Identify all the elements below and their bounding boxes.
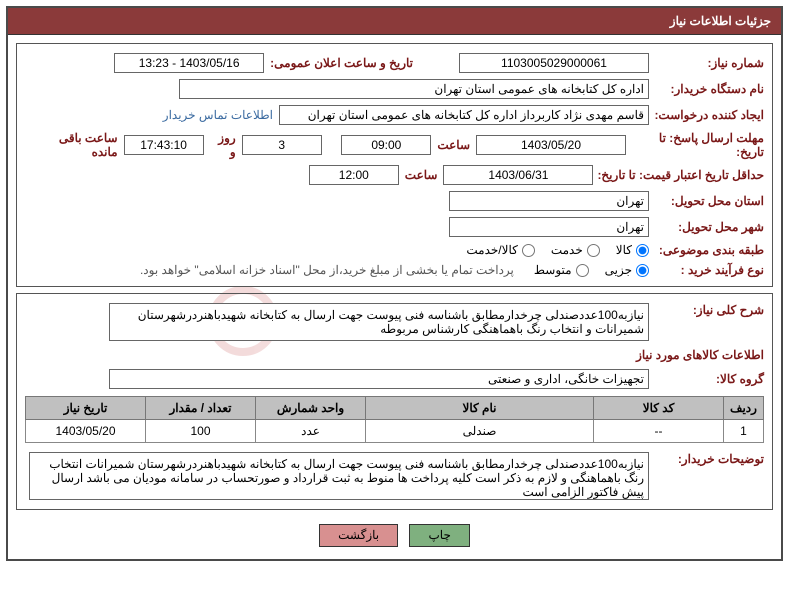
items-info-title: اطلاعات کالاهای مورد نیاز (25, 344, 764, 366)
process-radio-label: متوسط (534, 263, 572, 277)
overall-desc-label: شرح کلی نیاز: (649, 303, 764, 317)
requester-label: ایجاد کننده درخواست: (649, 108, 764, 122)
goods-group-label: گروه کالا: (649, 372, 764, 386)
grid-header: ردیف (724, 397, 764, 420)
min-valid-label: حداقل تاریخ اعتبار قیمت: تا تاریخ: (593, 168, 764, 182)
need-no-input[interactable] (459, 53, 649, 73)
grid-cell: 1 (724, 420, 764, 443)
subject-class-label: طبقه بندی موضوعی: (649, 243, 764, 257)
subject-radio[interactable] (636, 244, 649, 257)
buyer-notes-textarea[interactable] (29, 452, 649, 500)
grid-cell: صندلی (366, 420, 594, 443)
table-row: 1--صندلیعدد1001403/05/20 (26, 420, 764, 443)
deadline-date-input[interactable] (476, 135, 626, 155)
grid-header: تعداد / مقدار (146, 397, 256, 420)
subject-radio[interactable] (522, 244, 535, 257)
process-type-label: نوع فرآیند خرید : (649, 263, 764, 277)
deliver-city-input[interactable] (449, 217, 649, 237)
announce-date-input[interactable] (114, 53, 264, 73)
subject-radio-label: خدمت (551, 243, 583, 257)
print-button[interactable]: چاپ (409, 524, 469, 547)
subject-option[interactable]: کالا/خدمت (454, 243, 534, 257)
process-radio[interactable] (636, 264, 649, 277)
back-button[interactable]: بازگشت (319, 524, 398, 547)
remain-label: ساعت باقی مانده (25, 131, 124, 159)
subject-radio-label: کالا/خدمت (466, 243, 517, 257)
grid-header: واحد شمارش (256, 397, 366, 420)
grid-header: تاریخ نیاز (26, 397, 146, 420)
process-option[interactable]: متوسط (522, 263, 589, 277)
deadline-label: مهلت ارسال پاسخ: تا تاریخ: (626, 131, 764, 159)
grid-cell: 1403/05/20 (26, 420, 146, 443)
process-radio-group: جزيی متوسط (522, 263, 649, 277)
subject-option[interactable]: خدمت (539, 243, 600, 257)
buyer-org-input[interactable] (179, 79, 649, 99)
requester-input[interactable] (279, 105, 649, 125)
grid-cell: عدد (256, 420, 366, 443)
main-panel: جزئیات اطلاعات نیاز شماره نیاز: تاریخ و … (6, 6, 783, 561)
grid-header: نام کالا (366, 397, 594, 420)
panel-title: جزئیات اطلاعات نیاز (8, 8, 781, 35)
need-no-label: شماره نیاز: (649, 56, 764, 70)
deliver-city-label: شهر محل تحویل: (649, 220, 764, 234)
items-grid: ردیفکد کالانام کالاواحد شمارشتعداد / مقد… (25, 396, 764, 443)
process-radio-label: جزيی (605, 263, 632, 277)
grid-cell: -- (594, 420, 724, 443)
contact-link[interactable]: اطلاعات تماس خریدار (163, 108, 279, 122)
overall-desc-textarea[interactable] (109, 303, 649, 341)
hour-label-2: ساعت (399, 168, 444, 182)
remain-time-input[interactable] (124, 135, 204, 155)
remain-days-input[interactable] (242, 135, 322, 155)
subject-radio[interactable] (587, 244, 600, 257)
details-fieldset: شماره نیاز: تاریخ و ساعت اعلان عمومی: نا… (16, 43, 773, 287)
grid-header: کد کالا (594, 397, 724, 420)
day-and-label: روز و (204, 131, 242, 159)
payment-note: پرداخت تمام یا بخشی از مبلغ خرید،از محل … (140, 263, 522, 277)
deliver-prov-input[interactable] (449, 191, 649, 211)
deliver-prov-label: استان محل تحویل: (649, 194, 764, 208)
subject-option[interactable]: کالا (604, 243, 649, 257)
min-valid-time-input[interactable] (309, 165, 399, 185)
hour-label-1: ساعت (431, 138, 476, 152)
deadline-time-input[interactable] (341, 135, 431, 155)
subject-radio-label: کالا (616, 243, 632, 257)
buyer-notes-label: توضیحات خریدار: (649, 452, 764, 466)
subject-radio-group: کالا خدمت کالا/خدمت (454, 243, 649, 257)
process-option[interactable]: جزيی (593, 263, 649, 277)
goods-group-input[interactable] (109, 369, 649, 389)
grid-cell: 100 (146, 420, 256, 443)
announce-date-label: تاریخ و ساعت اعلان عمومی: (264, 56, 419, 70)
description-fieldset: شرح کلی نیاز: اطلاعات کالاهای مورد نیاز … (16, 293, 773, 510)
process-radio[interactable] (576, 264, 589, 277)
min-valid-date-input[interactable] (443, 165, 593, 185)
button-row: چاپ بازگشت (16, 516, 773, 551)
buyer-org-label: نام دستگاه خریدار: (649, 82, 764, 96)
